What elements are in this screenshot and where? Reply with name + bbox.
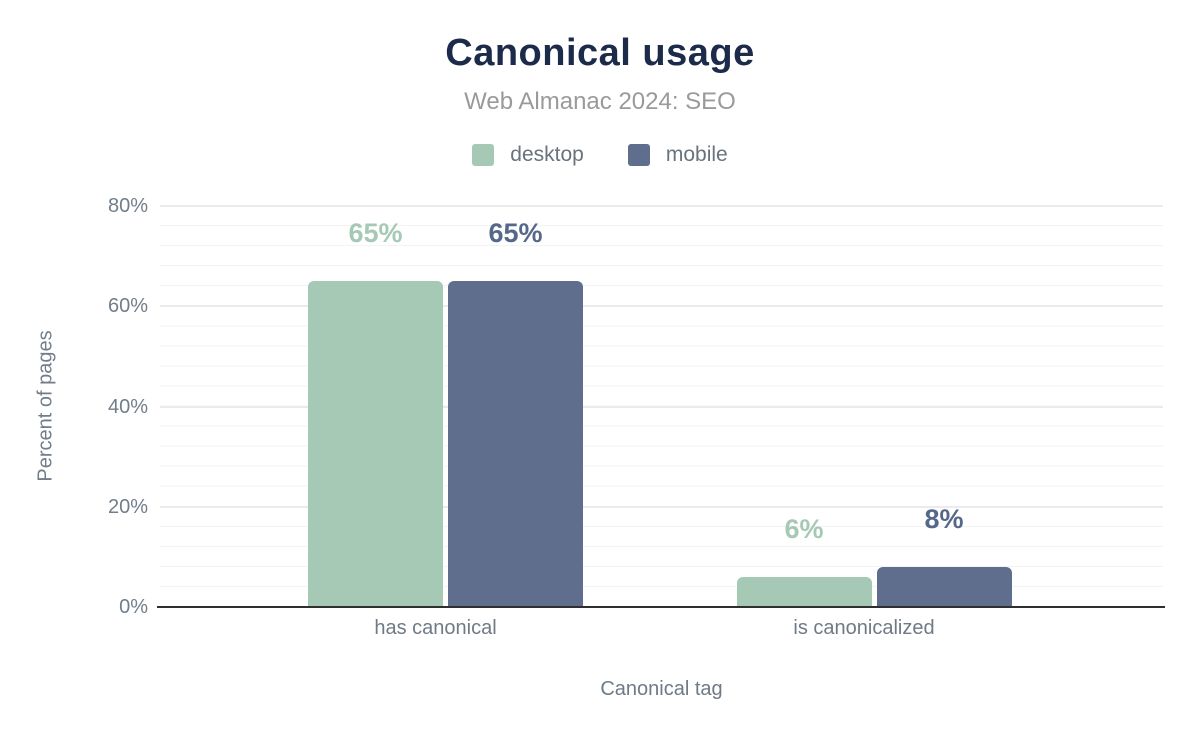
- y-axis-tick-label: 40%: [107, 395, 148, 418]
- legend-label-mobile: mobile: [665, 143, 728, 166]
- major-gridline: [160, 405, 1163, 408]
- bar-value-label-mobile-is-canonicalized: 8%: [924, 503, 964, 534]
- bar-mobile-is-canonicalized: [876, 566, 1012, 607]
- y-axis-title: Percent of pages: [34, 330, 57, 482]
- legend-label-desktop: desktop: [510, 143, 584, 166]
- desktop-swatch-icon: [472, 144, 495, 166]
- plot-area: 0% 20% 40% 60% 80% has canonical 65% 65% is cano…: [108, 196, 1165, 639]
- x-axis-line: [157, 606, 1165, 608]
- bar-desktop-is-canonicalized: [736, 576, 872, 607]
- major-gridline: [160, 205, 1163, 207]
- legend-item-desktop: desktop: [472, 143, 584, 167]
- bar-value-label-mobile-has-canonical: 65%: [488, 218, 543, 249]
- chart-title: Canonical usage: [445, 32, 755, 74]
- bar-value-label-desktop-is-canonicalized: 6%: [784, 513, 824, 544]
- bar-value-label-desktop-has-canonical: 65%: [348, 218, 403, 249]
- legend: desktop mobile: [0, 143, 1200, 167]
- y-axis-tick-label: 0%: [119, 596, 148, 618]
- x-axis-category-label: has canonical: [374, 617, 497, 639]
- y-axis-tick-label: 80%: [107, 195, 148, 217]
- bar-desktop-has-canonical: [308, 281, 443, 607]
- y-axis-tick-label: 60%: [107, 295, 148, 318]
- x-axis-category-label: is canonicalized: [793, 617, 935, 639]
- major-gridline: [160, 305, 1163, 308]
- chart-subtitle: Web Almanac 2024: SEO: [464, 88, 736, 115]
- mobile-swatch-icon: [627, 144, 650, 166]
- x-axis-title: Canonical tag: [600, 678, 723, 700]
- major-gridline: [160, 505, 1163, 508]
- legend-item-mobile: mobile: [627, 143, 728, 167]
- bar-mobile-has-canonical: [448, 281, 583, 607]
- y-axis-tick-label: 20%: [107, 495, 148, 518]
